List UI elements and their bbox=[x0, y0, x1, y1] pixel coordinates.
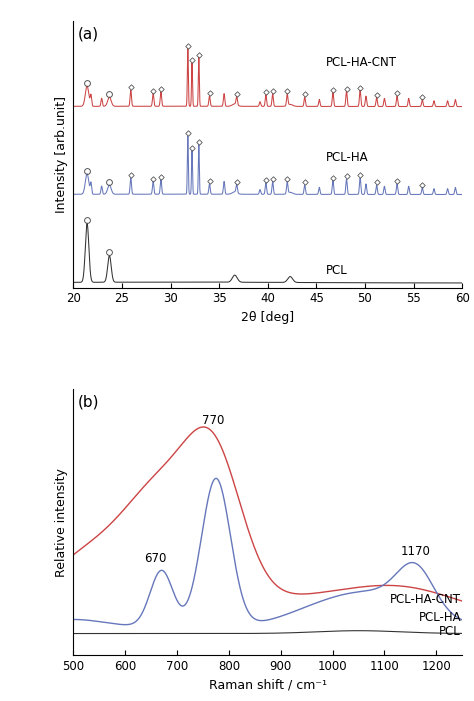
Text: PCL-HA: PCL-HA bbox=[326, 151, 369, 163]
Text: 1170: 1170 bbox=[401, 545, 430, 557]
X-axis label: Raman shift / cm⁻¹: Raman shift / cm⁻¹ bbox=[209, 679, 327, 692]
Text: PCL: PCL bbox=[326, 264, 348, 277]
Text: PCL-HA-CNT: PCL-HA-CNT bbox=[390, 592, 461, 606]
Y-axis label: Relative intensity: Relative intensity bbox=[55, 468, 68, 577]
Text: (a): (a) bbox=[77, 27, 99, 41]
Text: PCL-HA-CNT: PCL-HA-CNT bbox=[326, 56, 397, 69]
Text: PCL: PCL bbox=[439, 625, 461, 638]
X-axis label: 2θ [deg]: 2θ [deg] bbox=[241, 311, 294, 324]
Y-axis label: Intensity [arb.unit]: Intensity [arb.unit] bbox=[55, 96, 68, 213]
Text: (b): (b) bbox=[77, 394, 99, 409]
Text: 770: 770 bbox=[202, 414, 225, 428]
Text: 670: 670 bbox=[144, 552, 166, 564]
Text: PCL-HA: PCL-HA bbox=[419, 611, 461, 625]
